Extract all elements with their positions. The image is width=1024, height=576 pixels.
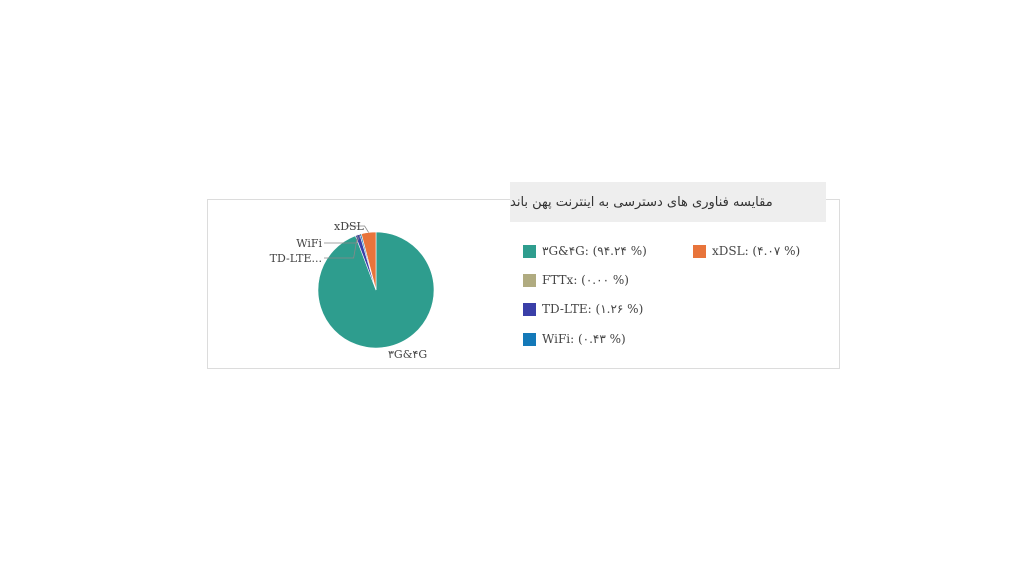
legend-item-wifi[interactable]: WiFi: (۰.۴۳ %) [523,332,626,346]
legend-item-fttx[interactable]: FTTx: (۰.۰۰ %) [523,273,629,287]
legend-swatch [523,244,536,258]
pie-label--g-g: ۳G&۴G [388,348,427,361]
chart-title: مقایسه فناوری های دسترسی به اینترنت پهن … [510,182,826,222]
legend-label: TD-LTE: (۱.۲۶ %) [542,302,644,316]
legend-swatch [523,302,536,316]
legend-label: FTTx: (۰.۰۰ %) [542,273,629,287]
legend-item--g-g[interactable]: ۳G&۴G: (۹۴.۲۴ %) [523,244,647,258]
pie-label-td-lte-: TD-LTE... [270,252,322,265]
legend-item-xdsl[interactable]: xDSL: (۴.۰۷ %) [693,244,800,258]
legend-swatch [693,244,706,258]
pie-label-xdsl: xDSL [334,220,365,233]
legend-label: ۳G&۴G: (۹۴.۲۴ %) [542,244,647,258]
legend-label: xDSL: (۴.۰۷ %) [712,244,801,258]
pie-leader-line [324,233,361,244]
legend-swatch [523,273,536,287]
legend-label: WiFi: (۰.۴۳ %) [542,332,626,346]
pie-label-wifi: WiFi [296,237,322,250]
legend-swatch [523,332,536,346]
pie-leader-line [346,225,369,233]
legend-item-td-lte-[interactable]: TD-LTE: (۱.۲۶ %) [523,302,643,316]
